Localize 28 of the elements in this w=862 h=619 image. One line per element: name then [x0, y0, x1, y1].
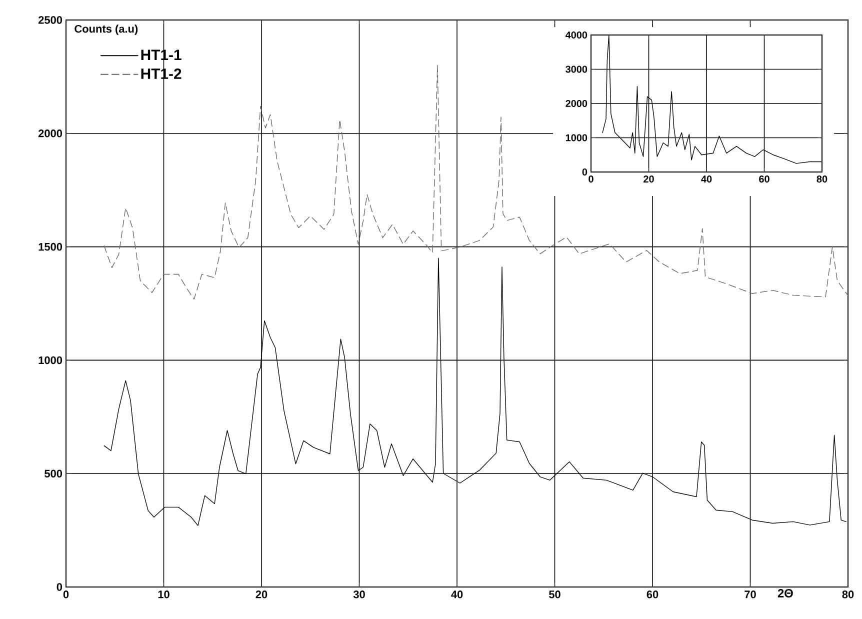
y-tick-label: 1500: [38, 242, 62, 251]
y-tick-label: 3000: [566, 66, 588, 73]
x-tick-label: 10: [158, 590, 170, 598]
x-tick-label: 20: [256, 590, 268, 598]
x-tick-label: 0: [63, 590, 69, 598]
y-tick-label: 1000: [566, 134, 588, 142]
y-tick-label: 2000: [566, 100, 588, 108]
x-tick-label: 30: [353, 590, 365, 598]
x-tick-label: 60: [646, 590, 658, 598]
y-tick-label: 2000: [38, 130, 62, 138]
line-series: [104, 65, 848, 300]
y-tick-label: 0: [582, 168, 588, 176]
x-tick-label: 0: [588, 176, 594, 183]
x-tick-label: 50: [549, 590, 560, 598]
x-tick-label: 60: [759, 176, 770, 183]
y-tick-label: 500: [44, 470, 62, 478]
x-tick-label: 80: [842, 590, 854, 598]
y-tick-label: 4000: [565, 31, 588, 39]
x-tick-label: 40: [451, 590, 463, 598]
y-axis-title: Counts (a.u): [74, 24, 138, 35]
y-tick-label: 0: [56, 583, 62, 591]
x-axis-title: 2Θ: [778, 589, 793, 598]
x-tick-label: 70: [744, 590, 756, 598]
y-tick-label: 2500: [38, 16, 62, 24]
x-tick-label: 40: [701, 176, 712, 183]
x-tick-label: 20: [644, 176, 654, 183]
y-tick-label: 1000: [38, 356, 62, 364]
x-tick-label: 80: [816, 176, 828, 183]
